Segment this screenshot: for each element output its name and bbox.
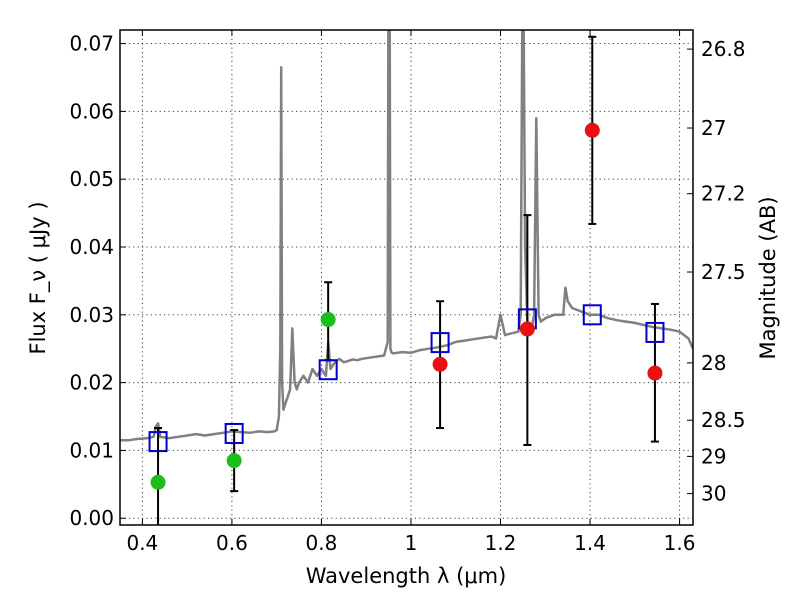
grid-lines (120, 30, 693, 525)
model-photometry-square (582, 304, 602, 326)
model-photometry-square (645, 321, 665, 343)
y2-axis-label: Magnitude (AB) (756, 196, 780, 359)
x-axis-label: Wavelength λ (μm) (306, 564, 507, 588)
upper-limit-point (584, 122, 600, 138)
model-spectrum-group (120, 30, 693, 442)
x-tick-label: 1.2 (485, 531, 517, 555)
y-tick-label: 0.02 (69, 371, 114, 395)
y2-tick-label: 27 (701, 116, 726, 140)
y2-tick-label: 30 (701, 482, 726, 506)
x-tick-label: 1.6 (664, 531, 696, 555)
y-tick-label: 0.03 (69, 303, 114, 327)
x-tick-label: 1.4 (574, 531, 606, 555)
y-tick-label: 0.07 (69, 32, 114, 56)
plot-frame (119, 29, 694, 526)
y-tick-label: 0.00 (69, 506, 114, 530)
x-tick-label: 1 (405, 531, 418, 555)
x-tick-label: 0.4 (126, 531, 158, 555)
detection-point (150, 474, 166, 490)
model-photometry-square (148, 431, 168, 453)
axis-ticks: 0.4 0.6 0.8 1 1.2 1.4 1.6 0.00 0.01 0.02 0.03 0.04 0… (69, 30, 746, 555)
detection-point (320, 312, 336, 328)
upper-limit-point (647, 365, 663, 381)
x-tick-label: 0.8 (306, 531, 338, 555)
y2-tick-label: 26.8 (701, 37, 746, 61)
x-tick-label: 0.6 (216, 531, 248, 555)
y-tick-label: 0.04 (69, 235, 114, 259)
markers-group (148, 122, 665, 490)
upper-limit-point (432, 356, 448, 372)
y2-tick-label: 27.5 (701, 260, 746, 284)
model-photometry-square (224, 422, 244, 444)
model-spectrum-line (120, 30, 693, 442)
upper-limit-point (519, 321, 535, 337)
y2-tick-label: 28.5 (701, 408, 746, 432)
y-tick-label: 0.06 (69, 99, 114, 123)
y2-tick-label: 29 (701, 444, 726, 468)
y2-tick-label: 28 (701, 351, 726, 375)
y2-tick-label: 27.2 (701, 182, 746, 206)
detection-point (226, 453, 242, 469)
y-tick-label: 0.05 (69, 167, 114, 191)
y-tick-label: 0.01 (69, 438, 114, 462)
error-bars-group (154, 35, 659, 525)
y-axis-label: Flux F_ν ( μJy ) (26, 201, 51, 354)
model-photometry-square (430, 332, 450, 354)
model-photometry-square (318, 359, 338, 381)
